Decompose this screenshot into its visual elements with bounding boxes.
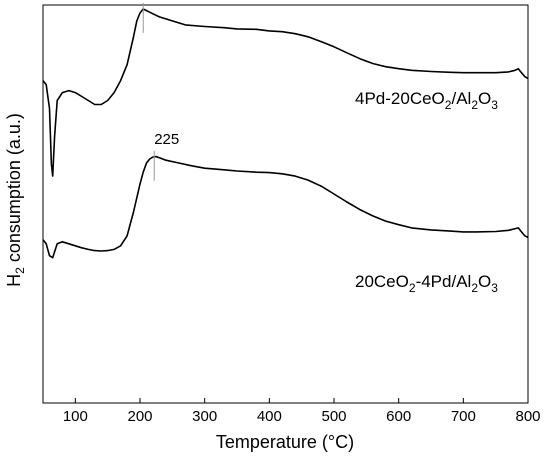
series-label-2: 20CeO2-4Pd/Al2O3 [355,272,498,295]
y-axis-title: H2 consumption (a.u.) [4,113,27,287]
x-axis-ticks [74,398,529,403]
x-axis-title: Temperature (°C) [216,432,354,452]
series-lines [42,8,529,259]
x-tick-label-600: 600 [386,408,411,425]
x-tick-label-300: 300 [192,408,217,425]
series-labels: 4Pd-20CeO2/Al2O3 20CeO2-4Pd/Al2O3 [355,89,498,295]
x-tick-label-500: 500 [321,408,346,425]
series-label-1: 4Pd-20CeO2/Al2O3 [355,89,498,112]
plot-frame [42,4,529,404]
peak-markers: 200225 [142,2,179,181]
x-tick-label-400: 400 [257,408,282,425]
x-tick-label-800: 800 [515,408,540,425]
x-axis-tick-labels: 100 200 300 400 500 600 700 800 [63,408,541,425]
peak-label-2: 225 [154,131,179,148]
x-tick-label-200: 200 [127,408,152,425]
x-tick-label-100: 100 [63,408,88,425]
series-line-1 [42,8,529,177]
series-line-2 [42,155,529,259]
x-tick-label-700: 700 [451,408,476,425]
